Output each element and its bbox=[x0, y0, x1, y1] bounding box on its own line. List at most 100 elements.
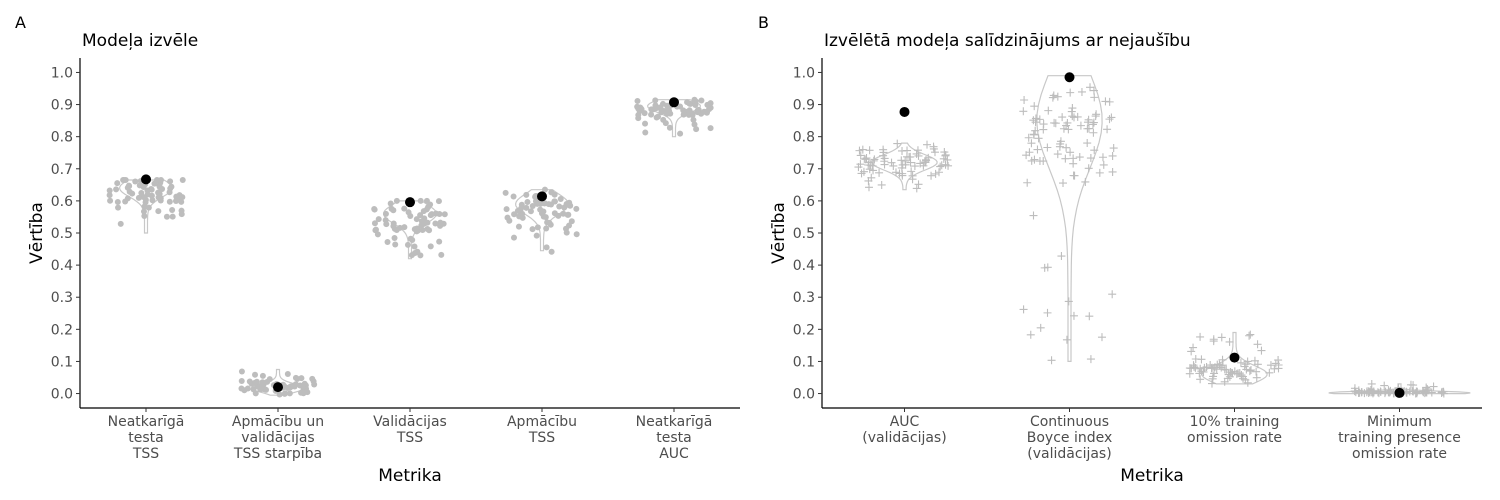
jitter-point bbox=[168, 183, 175, 190]
jitter-point bbox=[532, 198, 539, 205]
y-tick-label: 0.3 bbox=[793, 290, 815, 306]
y-tick-label: 0.8 bbox=[51, 130, 73, 146]
jitter-point bbox=[1067, 107, 1076, 116]
jitter-point bbox=[1089, 128, 1098, 137]
jitter-point bbox=[666, 124, 673, 131]
jitter-point bbox=[573, 205, 580, 212]
jitter-point bbox=[1246, 330, 1255, 339]
jitter-point bbox=[1195, 369, 1204, 378]
jitter-point bbox=[1084, 164, 1093, 173]
jitter-point bbox=[557, 195, 564, 202]
jitter-point bbox=[934, 168, 943, 177]
y-tick-label: 0.0 bbox=[793, 387, 815, 403]
jitter-point bbox=[555, 212, 562, 219]
jitter-point bbox=[258, 384, 265, 391]
jitter-point bbox=[1076, 121, 1085, 130]
jitter-point bbox=[437, 222, 444, 229]
jitter-point bbox=[138, 189, 145, 196]
jitter-point bbox=[856, 160, 865, 169]
x-axis-title: Metrika bbox=[1120, 466, 1183, 486]
jitter-point bbox=[1083, 124, 1092, 133]
jitter-point bbox=[1223, 374, 1232, 383]
jitter-point bbox=[1252, 373, 1261, 382]
jitter-point bbox=[1068, 104, 1077, 113]
jitter-point bbox=[698, 97, 705, 104]
jitter-point bbox=[1088, 120, 1097, 129]
jitter-point bbox=[704, 101, 711, 108]
jitter-point bbox=[1241, 360, 1250, 369]
jitter-point bbox=[1197, 355, 1206, 364]
jitter-point bbox=[1056, 139, 1065, 148]
selected-model-point bbox=[537, 191, 547, 202]
jitter-point bbox=[877, 180, 886, 189]
jitter-point bbox=[148, 186, 155, 193]
jitter-point bbox=[178, 198, 185, 205]
jitter-point bbox=[1049, 91, 1058, 100]
jitter-point bbox=[418, 218, 425, 225]
y-axis-title: Vērtība bbox=[27, 202, 47, 264]
jitter-point bbox=[292, 374, 299, 381]
y-tick-label: 0.2 bbox=[793, 322, 815, 338]
violin-outline bbox=[1036, 75, 1103, 362]
violin-outline bbox=[871, 142, 938, 191]
jitter-point bbox=[1105, 115, 1114, 124]
jitter-point bbox=[383, 221, 390, 228]
jitter-point bbox=[419, 227, 426, 234]
jitter-point bbox=[662, 120, 669, 127]
jitter-point bbox=[132, 178, 139, 185]
jitter-point bbox=[1090, 93, 1099, 102]
jitter-point bbox=[1023, 178, 1032, 187]
jitter-point bbox=[887, 158, 896, 167]
jitter-point bbox=[1105, 97, 1114, 106]
y-tick-label: 0.8 bbox=[793, 130, 815, 146]
jitter-point bbox=[563, 201, 570, 208]
jitter-point bbox=[930, 148, 939, 157]
jitter-point bbox=[178, 207, 185, 214]
jitter-point bbox=[652, 97, 659, 104]
jitter-point bbox=[1027, 156, 1036, 165]
jitter-point bbox=[1409, 387, 1418, 396]
jitter-point bbox=[1033, 145, 1042, 154]
jitter-point bbox=[652, 102, 659, 109]
jitter-point bbox=[642, 129, 649, 136]
jitter-point bbox=[1225, 337, 1234, 346]
jitter-point bbox=[392, 241, 399, 248]
jitter-point bbox=[1029, 130, 1038, 139]
jitter-point bbox=[1057, 252, 1066, 261]
jitter-point bbox=[1212, 365, 1221, 374]
jitter-point bbox=[155, 208, 162, 215]
jitter-point bbox=[417, 197, 424, 204]
jitter-point bbox=[1066, 88, 1075, 97]
jitter-point bbox=[1026, 330, 1035, 339]
jitter-point bbox=[1232, 369, 1241, 378]
jitter-point bbox=[1024, 133, 1033, 142]
jitter-point bbox=[921, 155, 930, 164]
selected-model-point bbox=[273, 382, 283, 393]
jitter-point bbox=[1020, 95, 1029, 104]
jitter-point bbox=[907, 167, 916, 176]
jitter-point bbox=[163, 213, 170, 220]
jitter-point bbox=[1086, 355, 1095, 364]
jitter-point bbox=[1025, 148, 1034, 157]
jitter-point bbox=[1365, 387, 1374, 396]
jitter-point bbox=[135, 194, 142, 201]
jitter-point bbox=[407, 212, 414, 219]
jitter-point bbox=[1086, 83, 1094, 92]
jitter-point bbox=[927, 171, 936, 180]
jitter-point bbox=[1053, 150, 1062, 159]
y-tick-label: 0.1 bbox=[51, 354, 73, 370]
jitter-point bbox=[936, 162, 945, 171]
jitter-point bbox=[1039, 120, 1048, 129]
jitter-point bbox=[1270, 364, 1279, 373]
jitter-point bbox=[1210, 369, 1219, 378]
category-3: Validācijas TSS bbox=[371, 197, 448, 446]
jitter-point bbox=[149, 197, 156, 204]
jitter-point bbox=[401, 205, 408, 212]
jitter-point bbox=[374, 231, 381, 238]
panel-tag: B bbox=[758, 13, 769, 32]
y-tick-label: 1.0 bbox=[51, 65, 73, 81]
jitter-point bbox=[1369, 388, 1378, 397]
jitter-point bbox=[519, 214, 526, 221]
x-axis-title: Metrika bbox=[378, 466, 441, 486]
